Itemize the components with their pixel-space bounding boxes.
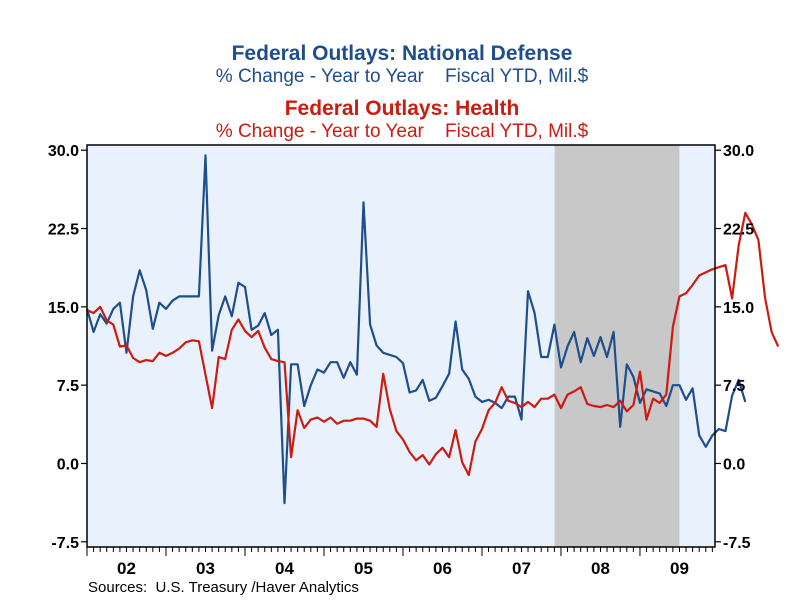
y-tick-label-right: 0.0: [723, 456, 745, 473]
series-line-health: [86, 211, 780, 477]
recession-shading: [554, 145, 680, 547]
y-tick-label-right: -7.5: [723, 535, 751, 552]
x-tick-label: 03: [196, 559, 215, 578]
y-axis-right: 30.0 22.5 15.0 7.5 0.0 -7.5: [715, 143, 754, 552]
x-tick-label: 05: [354, 559, 373, 578]
x-tick-label: 02: [117, 559, 136, 578]
y-tick-label-right: 15.0: [723, 300, 754, 317]
x-tick-label: 07: [512, 559, 531, 578]
y-tick-label-left: 22.5: [48, 222, 79, 239]
chart-titles: Federal Outlays: National Defense % Chan…: [216, 42, 589, 142]
source-note: Sources: U.S. Treasury /Haver Analytics: [88, 579, 359, 596]
y-tick-label-left: 7.5: [57, 378, 79, 395]
x-tick-label: 06: [433, 559, 452, 578]
y-tick-label-right: 22.5: [723, 222, 754, 239]
plot-frame: [86, 144, 716, 548]
series-layer: [85, 154, 780, 505]
x-axis: 02 03 04 05 06 07 08 09: [86, 547, 713, 578]
y-tick-label-right: 30.0: [723, 143, 754, 160]
chart-title-national-defense: Federal Outlays: National Defense: [232, 42, 573, 65]
y-tick-label-right: 7.5: [723, 378, 745, 395]
series-line-defense: [85, 154, 747, 505]
y-tick-label-left: -7.5: [51, 535, 79, 552]
y-axis-left: 30.0 22.5 15.0 7.5 0.0 -7.5: [48, 143, 87, 552]
y-tick-label-left: 0.0: [57, 456, 79, 473]
chart-subtitle-national-defense: % Change - Year to Year Fiscal YTD, Mil.…: [216, 66, 589, 87]
x-tick-label: 08: [591, 559, 610, 578]
chart-title-health: Federal Outlays: Health: [285, 97, 520, 120]
y-tick-label-left: 30.0: [48, 143, 79, 160]
y-tick-label-left: 15.0: [48, 300, 79, 317]
x-tick-label: 04: [275, 559, 294, 578]
chart-subtitle-health: % Change - Year to Year Fiscal YTD, Mil.…: [216, 121, 589, 142]
x-tick-label: 09: [670, 559, 689, 578]
